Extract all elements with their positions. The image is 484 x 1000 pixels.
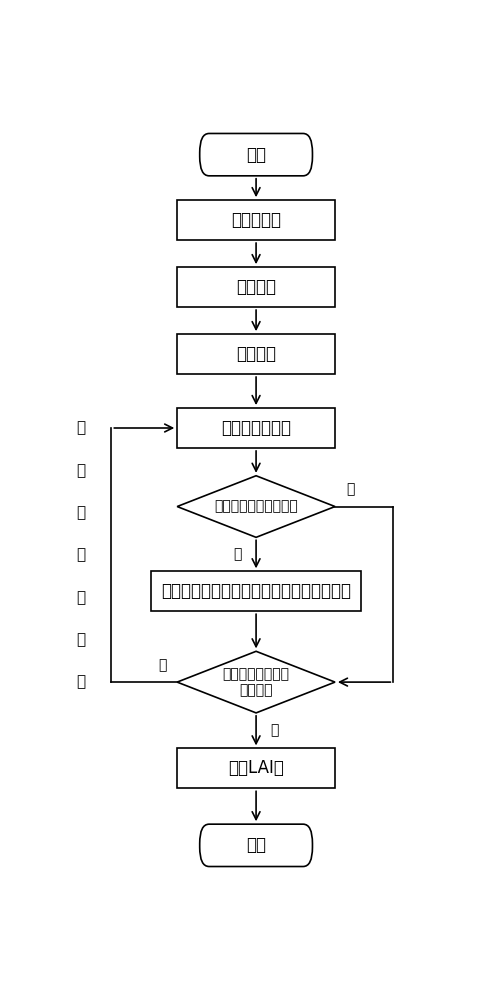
Text: 测: 测	[76, 420, 86, 436]
Text: 拟合测试: 拟合测试	[236, 278, 275, 296]
Bar	[177, 334, 334, 374]
Text: 点: 点	[76, 675, 86, 690]
Text: 设置参数: 设置参数	[236, 345, 275, 363]
Bar	[151, 571, 361, 611]
Text: 是: 是	[270, 724, 278, 738]
Bar	[177, 267, 334, 307]
Bar	[177, 748, 334, 788]
Text: 试: 试	[76, 463, 86, 478]
Bar	[177, 408, 334, 448]
Text: 是: 是	[345, 483, 353, 497]
Bar	[177, 200, 334, 240]
Text: 开始: 开始	[245, 146, 266, 164]
Text: 测: 测	[76, 590, 86, 605]
Text: 数据卡采集数据: 数据卡采集数据	[221, 419, 290, 437]
Text: 判断是否超出电压上限: 判断是否超出电压上限	[214, 500, 297, 514]
Text: 计算测试点的重叠叶片层数，计算叶片面积: 计算测试点的重叠叶片层数，计算叶片面积	[161, 582, 350, 600]
Text: 系统初始化: 系统初始化	[230, 211, 281, 229]
Text: 下: 下	[76, 505, 86, 520]
Text: 否: 否	[158, 658, 166, 672]
Text: 计算LAI值: 计算LAI值	[227, 759, 284, 777]
Text: 试: 试	[76, 632, 86, 647]
Text: 否: 否	[233, 547, 241, 561]
Text: 一: 一	[76, 548, 86, 563]
Text: 结束: 结束	[245, 836, 266, 854]
Text: 判断是否达到最大
循环次数: 判断是否达到最大 循环次数	[222, 667, 289, 697]
